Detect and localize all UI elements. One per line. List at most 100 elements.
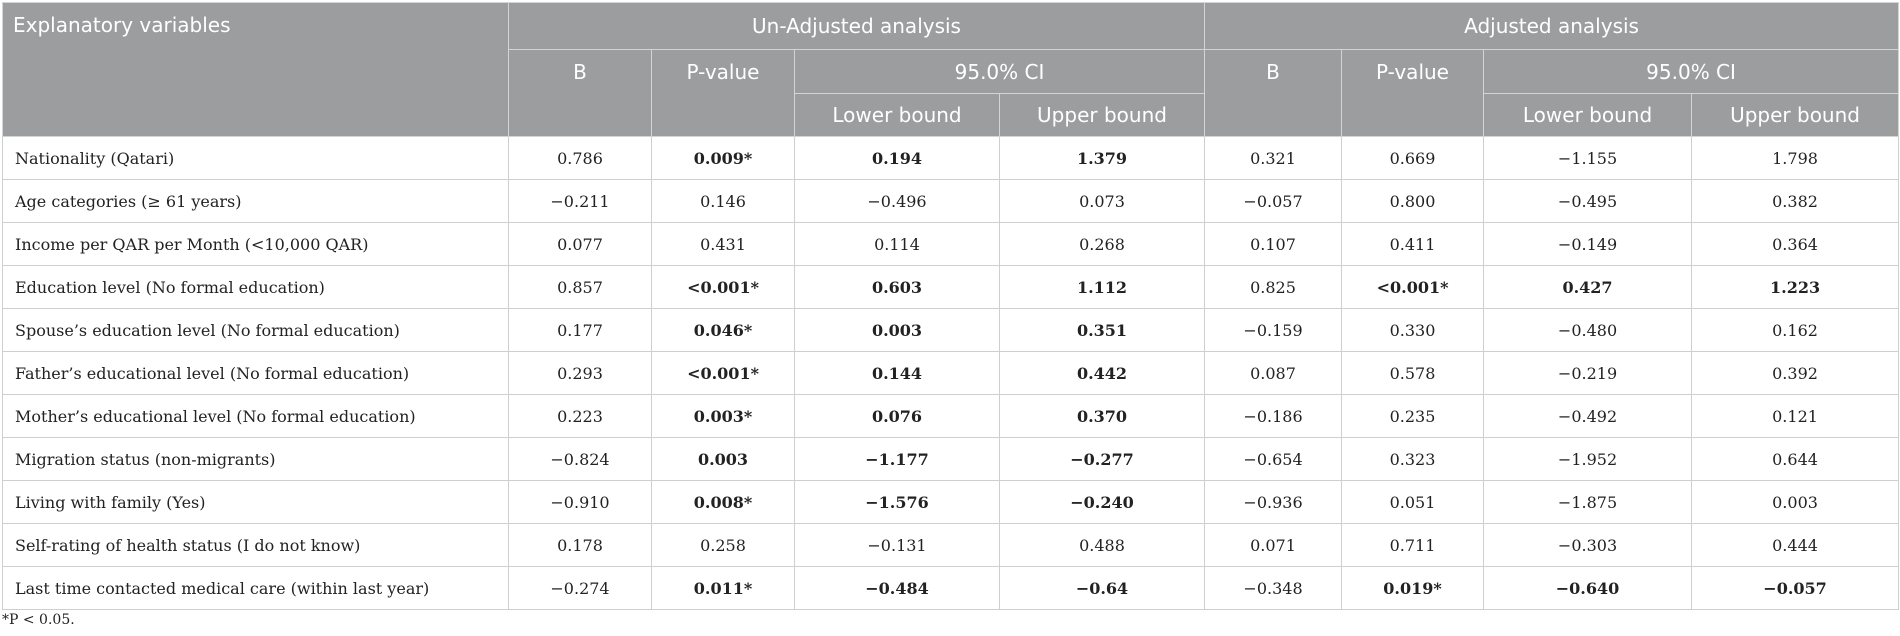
row-label: Migration status (non-migrants): [2, 437, 509, 481]
value-cell: −0.640: [1483, 566, 1693, 610]
value-cell: 0.011*: [651, 566, 795, 610]
value-cell: −0.64: [998, 566, 1206, 610]
results-table: Explanatory variables Un-Adjusted analys…: [2, 2, 1900, 610]
value-cell: −0.274: [508, 566, 652, 610]
value-cell: 0.046*: [651, 308, 795, 352]
value-cell: 0.114: [794, 222, 1000, 266]
table-row: Last time contacted medical care (within…: [2, 566, 1900, 610]
table-row: Nationality (Qatari) 0.786 0.009* 0.194 1.37…: [2, 136, 1900, 180]
value-cell: 0.003*: [651, 394, 795, 438]
value-cell: −0.219: [1483, 351, 1693, 395]
table-row: Self-rating of health status (I do not k…: [2, 523, 1900, 567]
value-cell: 0.073: [998, 179, 1206, 223]
row-label: Spouse’s education level (No formal educ…: [2, 308, 509, 352]
value-cell: 0.003: [651, 437, 795, 481]
value-cell: 0.178: [508, 523, 652, 567]
value-cell: 0.121: [1691, 394, 1900, 438]
header-cell: Upper bound: [1691, 93, 1900, 137]
value-cell: 0.444: [1691, 523, 1900, 567]
value-cell: −0.240: [998, 480, 1206, 524]
row-label: Mother’s educational level (No formal ed…: [2, 394, 509, 438]
value-cell: 0.370: [998, 394, 1206, 438]
value-cell: 0.321: [1204, 136, 1343, 180]
value-cell: 0.003: [1691, 480, 1900, 524]
table-row: Income per QAR per Month (<10,000 QAR) 0.…: [2, 222, 1900, 266]
value-cell: −0.057: [1691, 566, 1900, 610]
value-cell: 0.330: [1341, 308, 1485, 352]
table-row: Education level (No formal education) 0.8…: [2, 265, 1900, 309]
value-cell: −0.186: [1204, 394, 1343, 438]
value-cell: 0.603: [794, 265, 1000, 309]
value-cell: 1.112: [998, 265, 1206, 309]
value-cell: 0.488: [998, 523, 1206, 567]
value-cell: 0.442: [998, 351, 1206, 395]
header-cell: P-value: [1341, 49, 1485, 137]
table-row: Living with family (Yes) −0.910 0.008* −1.5…: [2, 480, 1900, 524]
value-cell: 0.003: [794, 308, 1000, 352]
header-cell: Adjusted analysis: [1204, 2, 1900, 50]
value-cell: <0.001*: [1341, 265, 1485, 309]
value-cell: 0.194: [794, 136, 1000, 180]
row-label: Living with family (Yes): [2, 480, 509, 524]
value-cell: −1.155: [1483, 136, 1693, 180]
value-cell: −0.277: [998, 437, 1206, 481]
value-cell: −0.654: [1204, 437, 1343, 481]
row-label: Nationality (Qatari): [2, 136, 509, 180]
value-cell: −1.177: [794, 437, 1000, 481]
header-cell: Explanatory variables: [2, 2, 509, 137]
value-cell: 0.235: [1341, 394, 1485, 438]
row-label: Father’s educational level (No formal ed…: [2, 351, 509, 395]
value-cell: 0.364: [1691, 222, 1900, 266]
table-row: Age categories (≥ 61 years) −0.211 0.146 −0…: [2, 179, 1900, 223]
value-cell: 0.323: [1341, 437, 1485, 481]
value-cell: −1.875: [1483, 480, 1693, 524]
value-cell: −0.159: [1204, 308, 1343, 352]
value-cell: 0.711: [1341, 523, 1485, 567]
value-cell: 0.382: [1691, 179, 1900, 223]
value-cell: 0.351: [998, 308, 1206, 352]
value-cell: −0.149: [1483, 222, 1693, 266]
row-label: Income per QAR per Month (<10,000 QAR): [2, 222, 509, 266]
header-cell: Upper bound: [998, 93, 1206, 137]
value-cell: 0.162: [1691, 308, 1900, 352]
value-cell: <0.001*: [651, 265, 795, 309]
table-row: Migration status (non-migrants) −0.824 0.0…: [2, 437, 1900, 481]
header-cell: P-value: [651, 49, 795, 137]
value-cell: 1.798: [1691, 136, 1900, 180]
table-row: Spouse’s education level (No formal educ…: [2, 308, 1900, 352]
header-cell: Un-Adjusted analysis: [507, 2, 1206, 50]
value-cell: −0.910: [508, 480, 652, 524]
value-cell: 0.644: [1691, 437, 1900, 481]
header-cell: B: [508, 49, 652, 137]
value-cell: 0.051: [1341, 480, 1485, 524]
value-cell: −0.480: [1483, 308, 1693, 352]
value-cell: 1.379: [998, 136, 1206, 180]
table-row: Mother’s educational level (No formal ed…: [2, 394, 1900, 438]
row-label: Age categories (≥ 61 years): [2, 179, 509, 223]
value-cell: 0.077: [508, 222, 652, 266]
value-cell: 0.223: [508, 394, 652, 438]
value-cell: 0.258: [651, 523, 795, 567]
value-cell: 0.107: [1204, 222, 1343, 266]
row-label: Education level (No formal education): [2, 265, 509, 309]
value-cell: −1.576: [794, 480, 1000, 524]
value-cell: −0.495: [1483, 179, 1693, 223]
value-cell: 0.392: [1691, 351, 1900, 395]
row-label: Self-rating of health status (I do not k…: [2, 523, 509, 567]
value-cell: −0.303: [1483, 523, 1693, 567]
value-cell: 1.223: [1691, 265, 1900, 309]
value-cell: −0.348: [1204, 566, 1343, 610]
header-cell: Lower bound: [794, 93, 1000, 137]
value-cell: 0.076: [794, 394, 1000, 438]
value-cell: −0.496: [794, 179, 1000, 223]
value-cell: −0.131: [794, 523, 1000, 567]
value-cell: 0.009*: [651, 136, 795, 180]
value-cell: −0.057: [1204, 179, 1343, 223]
value-cell: 0.800: [1341, 179, 1485, 223]
value-cell: −0.936: [1204, 480, 1343, 524]
value-cell: 0.268: [998, 222, 1206, 266]
value-cell: 0.146: [651, 179, 795, 223]
value-cell: 0.293: [508, 351, 652, 395]
row-label: Last time contacted medical care (within…: [2, 566, 509, 610]
